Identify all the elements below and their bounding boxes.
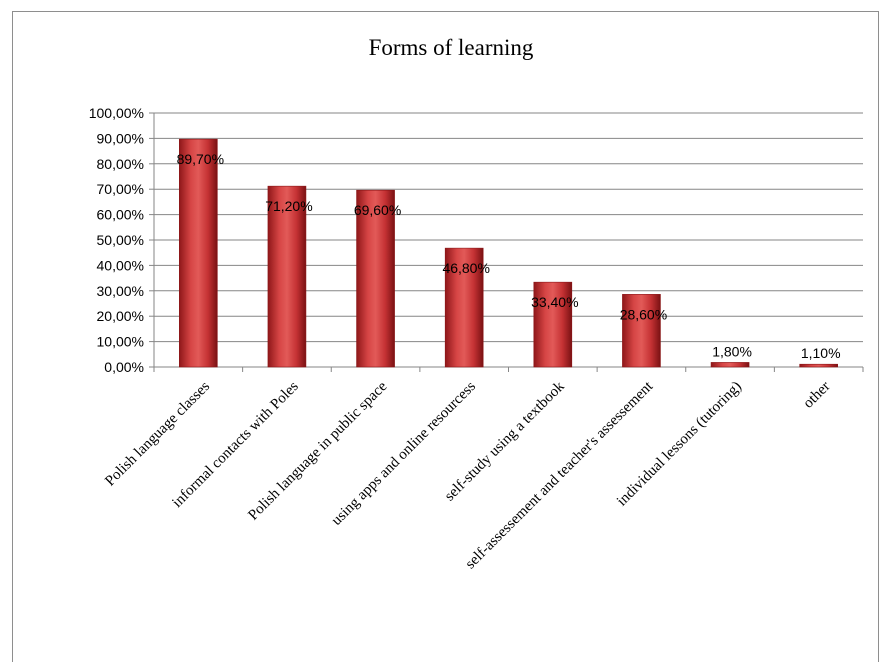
x-tick-label: self-assessement and teacher's assesseme… [462, 378, 656, 572]
data-label: 33,40% [531, 294, 578, 310]
data-label: 71,20% [265, 198, 312, 214]
bar [799, 363, 838, 368]
grid-layer [154, 112, 863, 368]
data-label: 1,80% [712, 343, 752, 359]
y-tick-label: 20,00% [97, 308, 144, 324]
x-tick-label: using apps and online resourcess [329, 378, 479, 528]
y-tick-label: 90,00% [97, 130, 144, 146]
y-tick-label: 0,00% [104, 359, 144, 375]
data-label: 1,10% [801, 345, 841, 361]
bar [267, 185, 307, 368]
chart-title: Forms of learning [369, 35, 534, 60]
y-tick-label: 100,00% [89, 105, 144, 121]
y-tick-label: 70,00% [97, 181, 144, 197]
bar [444, 247, 484, 368]
data-label: 28,60% [620, 306, 667, 322]
data-label: 46,80% [442, 260, 489, 276]
y-tick-label: 80,00% [97, 156, 144, 172]
x-tick-label: Polish language in public space [245, 378, 390, 523]
y-tick-label: 40,00% [97, 257, 144, 273]
data-label: 69,60% [354, 202, 401, 218]
x-tick-label: other [800, 379, 833, 412]
y-tick-label: 30,00% [97, 283, 144, 299]
bar [533, 281, 573, 368]
bar [356, 189, 395, 368]
y-tick-label: 60,00% [97, 207, 144, 223]
y-tick-label: 10,00% [97, 334, 144, 350]
labels-layer: 89,70% 71,20% 69,60% 46,80% 33,40% 28,60% 1,80… [177, 151, 841, 361]
y-tick-label: 50,00% [97, 232, 144, 248]
data-label: 89,70% [177, 151, 224, 167]
bar [710, 362, 750, 368]
bar [179, 138, 218, 368]
y-axis: 0,00% 10,00% 20,00% 30,00% 40,00% 50,00% 60,00… [89, 105, 155, 375]
bars-layer [179, 138, 838, 368]
bar [622, 294, 661, 368]
